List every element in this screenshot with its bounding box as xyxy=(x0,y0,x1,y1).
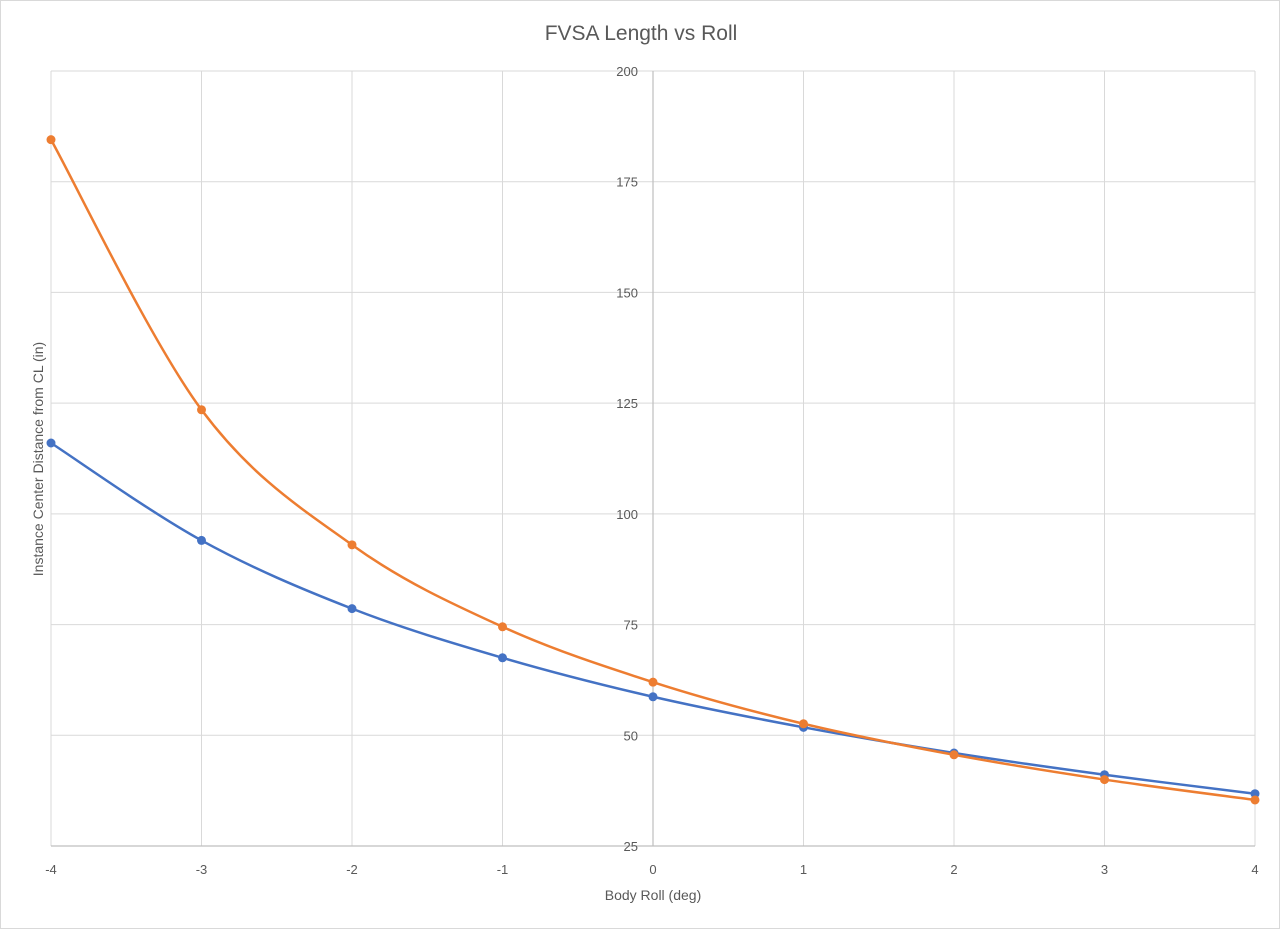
y-axis-title: Instance Center Distance from CL (in) xyxy=(30,342,46,576)
x-tick-label: 3 xyxy=(1101,862,1108,877)
grid-layer xyxy=(50,70,1256,847)
x-tick-label: -4 xyxy=(45,862,57,877)
data-point xyxy=(46,438,56,448)
x-tick-label: 2 xyxy=(950,862,957,877)
data-point xyxy=(197,535,206,545)
series-line xyxy=(49,138,1257,802)
data-point xyxy=(648,692,658,702)
x-tick-label: 0 xyxy=(649,862,656,877)
chart-title: FVSA Length vs Roll xyxy=(545,22,738,45)
data-point xyxy=(1250,795,1260,805)
x-tick-label: -2 xyxy=(346,862,358,877)
series-layer xyxy=(46,135,1260,805)
y-tick-label: 200 xyxy=(616,64,638,79)
y-tick-label: 100 xyxy=(616,507,638,522)
data-point xyxy=(498,622,507,632)
y-tick-label: 50 xyxy=(624,728,638,743)
data-point xyxy=(498,653,507,663)
x-axis-title: Body Roll (deg) xyxy=(605,887,702,903)
data-point xyxy=(648,677,658,687)
y-tick-label: 175 xyxy=(616,175,638,190)
data-point xyxy=(347,540,357,550)
data-point xyxy=(197,405,206,415)
x-tick-label: 4 xyxy=(1251,862,1258,877)
data-point xyxy=(1100,775,1109,785)
y-tick-label: 25 xyxy=(624,839,638,854)
y-tick-label: 75 xyxy=(624,618,638,633)
data-point xyxy=(799,719,808,729)
x-tick-label: 1 xyxy=(800,862,807,877)
x-tick-label: -3 xyxy=(196,862,208,877)
data-point xyxy=(347,604,357,614)
data-point xyxy=(1250,789,1260,799)
tick-layer: 25 50 75 100 125 150 175 200 -4 -3 -2 -1 0 1 2 3 4 xyxy=(45,64,1258,877)
y-tick-label: 150 xyxy=(616,285,638,300)
data-point xyxy=(46,135,56,145)
series-2 xyxy=(46,135,1260,805)
data-point xyxy=(949,750,959,760)
y-tick-label: 125 xyxy=(616,396,638,411)
x-tick-label: -1 xyxy=(497,862,509,877)
